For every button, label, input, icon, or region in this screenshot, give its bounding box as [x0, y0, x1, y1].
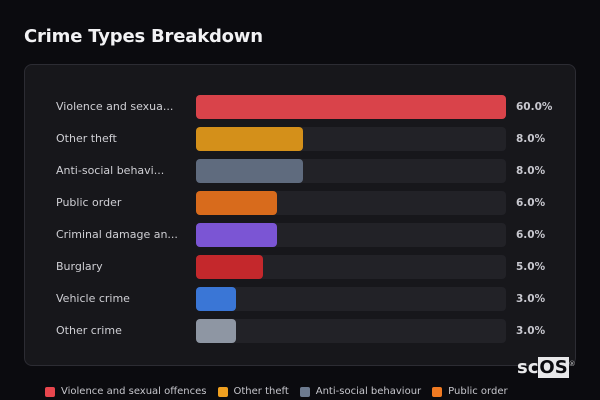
bar[interactable] — [196, 223, 277, 247]
legend-label: Other theft — [233, 386, 289, 397]
bar[interactable] — [196, 255, 264, 279]
bar-label: Anti-social behavi... — [56, 164, 165, 177]
legend-label: Public order — [448, 386, 508, 397]
bar-track — [196, 95, 506, 119]
bar-row: Public order 6.0% — [25, 191, 575, 215]
bar-label: Criminal damage an... — [56, 228, 178, 241]
bar-row: Other crime 3.0% — [25, 319, 575, 343]
bar-label: Other theft — [56, 132, 117, 145]
bar-track — [196, 255, 506, 279]
bar-row: Anti-social behavi... 8.0% — [25, 159, 575, 183]
bar-track — [196, 287, 506, 311]
bar-row: Other theft 8.0% — [25, 127, 575, 151]
legend-item[interactable]: Violence and sexual offences — [45, 386, 207, 397]
bar[interactable] — [196, 319, 237, 343]
bar-label: Public order — [56, 196, 122, 209]
bar[interactable] — [196, 287, 237, 311]
bar-track — [196, 127, 506, 151]
bar[interactable] — [196, 127, 304, 151]
bar[interactable] — [196, 95, 506, 119]
legend-swatch-icon — [299, 386, 310, 397]
legend-swatch-icon — [45, 386, 55, 397]
bar-track — [196, 159, 506, 183]
bar-row: Criminal damage an... 6.0% — [25, 223, 575, 247]
legend-item[interactable]: Other theft — [217, 386, 289, 397]
bar-track — [196, 191, 506, 215]
bar-track — [196, 223, 506, 247]
bar-row: Burglary 5.0% — [25, 255, 575, 279]
bar-track — [196, 319, 506, 343]
bar[interactable] — [196, 159, 304, 183]
legend-label: Anti-social behaviour — [315, 386, 422, 397]
bar-value: 60.0% — [516, 101, 553, 113]
chart-legend: Violence and sexual offences Other theft A… — [45, 386, 508, 397]
chart-card: Violence and sexua... 60.0% Other theft 8.0… — [24, 64, 576, 366]
legend-item[interactable]: Anti-social behaviour — [299, 386, 422, 397]
bar-label: Violence and sexua... — [56, 100, 174, 113]
bar-value: 3.0% — [516, 293, 546, 305]
bar-value: 8.0% — [516, 133, 546, 145]
chart-title: Crime Types Breakdown — [24, 26, 263, 47]
bar[interactable] — [196, 191, 277, 215]
bar-label: Other crime — [56, 324, 122, 337]
bar-label: Vehicle crime — [56, 292, 130, 305]
bar-label: Burglary — [56, 260, 103, 273]
logo-text-sc: sc — [517, 357, 539, 378]
bar-value: 3.0% — [516, 325, 546, 337]
bar-value: 6.0% — [516, 229, 546, 241]
bar-value: 5.0% — [516, 261, 546, 273]
legend-label: Violence and sexual offences — [61, 386, 207, 397]
bar-value: 8.0% — [516, 165, 546, 177]
scos-logo: scOS ® — [517, 357, 576, 379]
logo-text-os: OS — [538, 357, 569, 378]
legend-item[interactable]: Public order — [432, 386, 508, 397]
bar-value: 6.0% — [516, 197, 546, 209]
legend-swatch-icon — [217, 386, 228, 397]
bar-row: Violence and sexua... 60.0% — [25, 95, 575, 119]
bar-row: Vehicle crime 3.0% — [25, 287, 575, 311]
legend-swatch-icon — [432, 386, 443, 397]
registered-mark: ® — [568, 360, 576, 368]
